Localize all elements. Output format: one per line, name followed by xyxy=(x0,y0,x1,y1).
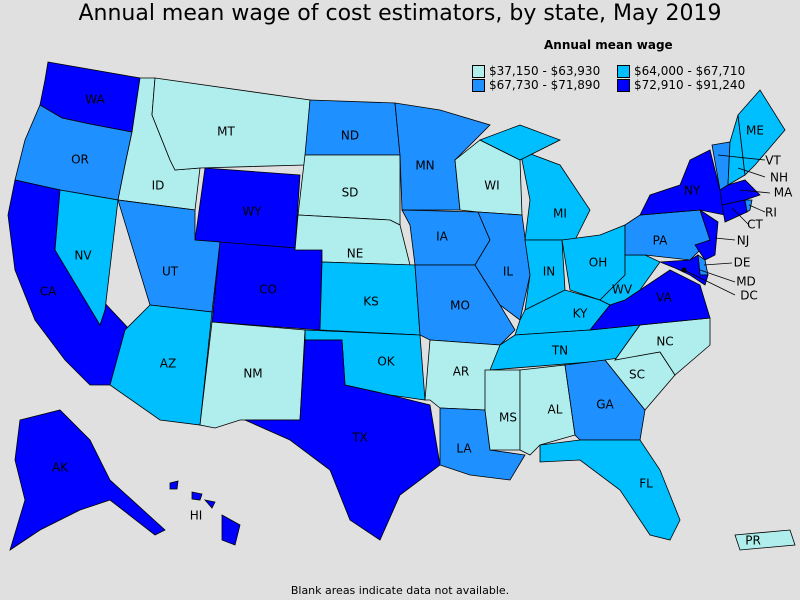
state-label-ca: CA xyxy=(40,285,57,299)
state-label-ia: IA xyxy=(436,230,449,244)
legend-label: $72,910 - $91,240 xyxy=(634,78,746,92)
state-label-va: VA xyxy=(656,291,672,305)
state-label-de: DE xyxy=(734,256,751,270)
state-label-ga: GA xyxy=(596,398,614,412)
state-label-or: OR xyxy=(71,153,89,167)
state-label-ar: AR xyxy=(453,365,470,379)
footnote: Blank areas indicate data not available. xyxy=(290,584,510,597)
legend-item-2: $64,000 - $67,710 xyxy=(617,64,745,78)
state-label-ms: MS xyxy=(499,411,517,425)
state-label-nh: NH xyxy=(770,171,788,185)
state-label-nm: NM xyxy=(243,367,262,381)
state-label-mt: MT xyxy=(217,125,235,139)
legend-swatch xyxy=(617,78,630,92)
legend-swatch xyxy=(617,64,630,78)
state-hi xyxy=(169,480,179,490)
legend-item-4: $72,910 - $91,240 xyxy=(617,78,745,92)
state-label-fl: FL xyxy=(639,477,653,491)
state-label-la: LA xyxy=(456,442,472,456)
legend-title: Annual mean wage xyxy=(544,38,673,52)
map-title: Annual mean wage of cost estimators, by … xyxy=(78,1,722,26)
state-label-mn: MN xyxy=(415,159,434,173)
state-nv xyxy=(54,189,119,326)
legend-swatch xyxy=(472,64,485,78)
state-nd xyxy=(304,99,401,156)
state-label-wy: WY xyxy=(242,205,262,219)
state-label-ut: UT xyxy=(162,265,179,279)
state-label-al: AL xyxy=(548,403,563,417)
state-pr xyxy=(734,529,796,551)
legend-label: $67,730 - $71,890 xyxy=(489,78,601,92)
state-hi xyxy=(203,499,216,509)
legend-label: $37,150 - $63,930 xyxy=(489,64,601,78)
state-label-sc: SC xyxy=(629,368,645,382)
state-label-md: MD xyxy=(736,275,756,289)
state-tx xyxy=(244,339,441,541)
state-label-id: ID xyxy=(152,179,165,193)
state-label-mo: MO xyxy=(450,299,470,313)
state-label-ny: NY xyxy=(684,184,701,198)
state-label-ma: MA xyxy=(774,186,793,200)
state-label-az: AZ xyxy=(160,357,176,371)
state-label-sd: SD xyxy=(342,186,359,200)
state-label-ct: CT xyxy=(747,218,763,232)
legend-swatch xyxy=(472,78,485,92)
state-label-me: ME xyxy=(746,124,764,138)
state-ms xyxy=(484,369,521,451)
state-label-ok: OK xyxy=(377,355,395,369)
state-hi xyxy=(221,514,241,546)
state-label-nj: NJ xyxy=(737,234,750,248)
state-label-nv: NV xyxy=(74,249,92,263)
state-me xyxy=(737,89,786,176)
state-ny xyxy=(639,149,726,216)
state-ri xyxy=(744,199,753,213)
state-label-il: IL xyxy=(503,265,514,279)
state-label-pa: PA xyxy=(653,234,668,248)
state-label-co: CO xyxy=(259,283,277,297)
state-label-hi: HI xyxy=(190,509,203,523)
state-pa xyxy=(624,209,711,261)
state-label-pr: PR xyxy=(745,534,761,548)
dc-marker xyxy=(681,267,687,273)
state-mi xyxy=(519,149,591,241)
legend-label: $64,000 - $67,710 xyxy=(634,64,746,78)
state-label-wa: WA xyxy=(85,93,105,107)
state-label-ky: KY xyxy=(573,307,588,321)
state-label-wv: WV xyxy=(612,283,633,297)
state-il xyxy=(474,211,531,321)
state-label-ks: KS xyxy=(363,295,379,309)
state-ak xyxy=(9,409,166,551)
state-label-ak: AK xyxy=(52,461,69,475)
state-label-tx: TX xyxy=(351,431,368,445)
state-label-mi: MI xyxy=(553,207,567,221)
state-mi xyxy=(479,124,561,161)
state-label-dc: DC xyxy=(740,289,758,303)
state-hi xyxy=(191,491,203,501)
state-label-nd: ND xyxy=(341,129,359,143)
state-label-wi: WI xyxy=(484,179,499,193)
state-label-vt: VT xyxy=(765,154,781,168)
state-label-ri: RI xyxy=(765,206,777,220)
state-label-tn: TN xyxy=(551,344,568,358)
state-az xyxy=(109,304,213,426)
legend-item-1: $37,150 - $63,930 xyxy=(472,64,600,78)
state-label-nc: NC xyxy=(656,335,673,349)
callout-lines xyxy=(681,154,771,296)
state-label-in: IN xyxy=(543,265,556,279)
state-label-ne: NE xyxy=(347,247,364,261)
state-fl xyxy=(539,439,681,541)
state-label-oh: OH xyxy=(589,256,607,270)
legend-item-3: $67,730 - $71,890 xyxy=(472,78,600,92)
